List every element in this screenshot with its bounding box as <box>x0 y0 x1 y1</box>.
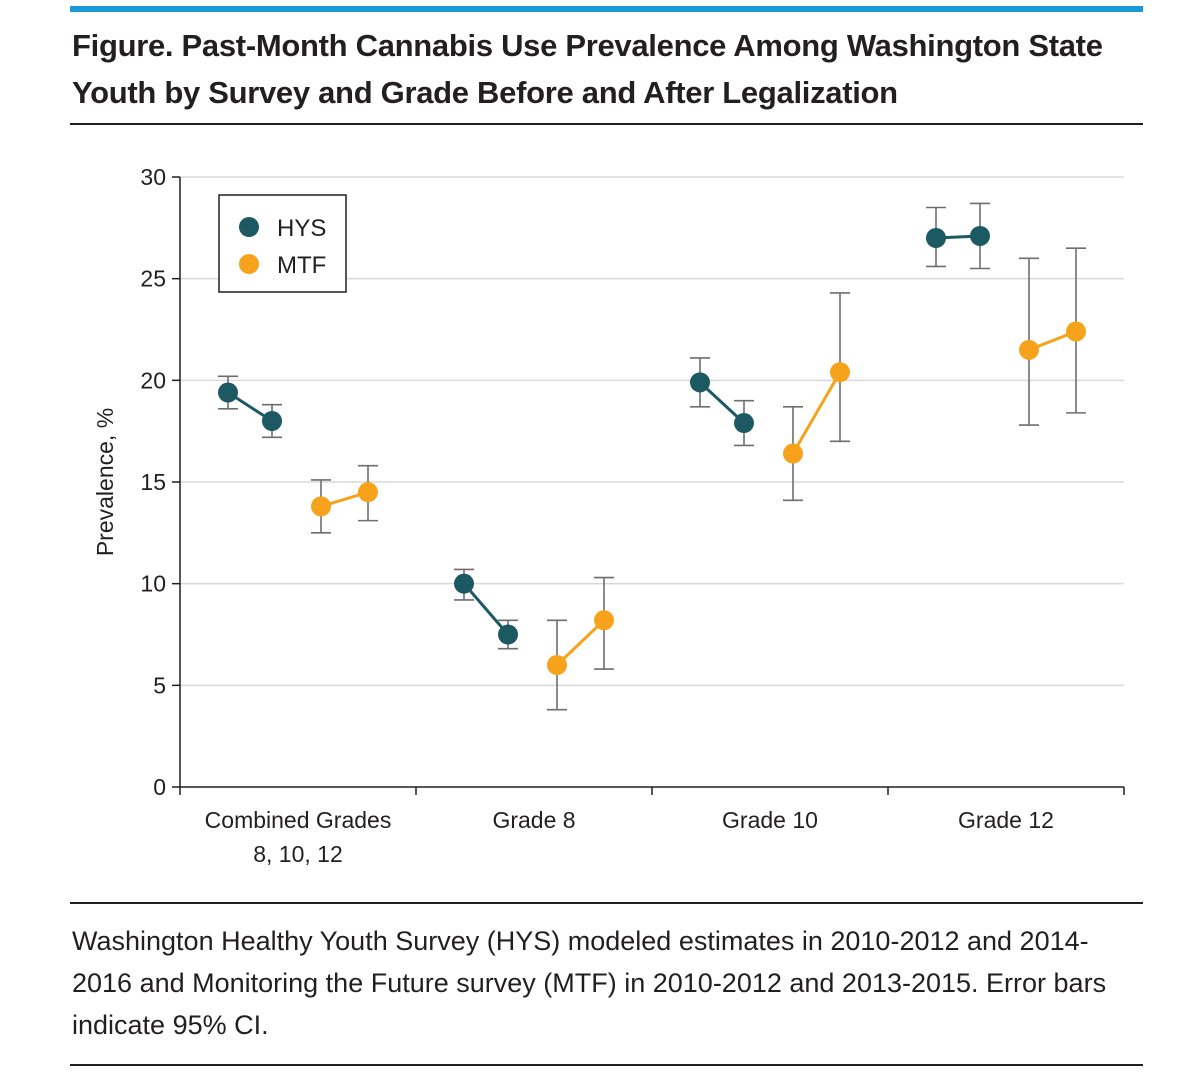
legend: HYS MTF <box>218 194 347 293</box>
y-tick-label: 20 <box>140 367 166 393</box>
x-category-label: 8, 10, 12 <box>253 841 343 867</box>
title-divider <box>70 123 1143 125</box>
data-point-hys <box>498 624 518 645</box>
series-line-mtf <box>555 619 606 667</box>
legend-label-mtf: MTF <box>277 252 326 279</box>
data-point-mtf <box>594 610 614 631</box>
data-point-hys <box>262 411 282 431</box>
y-tick-label: 15 <box>140 469 166 495</box>
figure-title: Figure. Past-Month Cannabis Use Prevalen… <box>72 28 1103 110</box>
caption-divider <box>70 902 1143 904</box>
top-accent-rule <box>70 6 1143 12</box>
data-point-mtf <box>1066 321 1086 342</box>
data-point-mtf <box>547 655 567 675</box>
y-tick-label: 25 <box>140 266 166 292</box>
x-category-label: Grade 12 <box>958 807 1054 833</box>
data-point-mtf <box>1019 339 1039 360</box>
x-category-label: Grade 10 <box>722 807 818 833</box>
bottom-rule <box>70 1064 1143 1066</box>
figure-caption: Washington Healthy Youth Survey (HYS) mo… <box>72 926 1107 1040</box>
data-point-hys <box>734 413 754 434</box>
legend-box <box>218 194 347 293</box>
data-point-mtf <box>358 482 378 503</box>
data-point-hys <box>926 228 946 248</box>
data-point-mtf <box>311 496 331 517</box>
data-point-hys <box>454 573 474 594</box>
y-tick-label: 5 <box>153 672 166 698</box>
prevalence-chart: 0 5 10 15 20 25 30 Prevalence, % Combined Grades… <box>92 164 1125 867</box>
data-point-hys <box>970 225 990 246</box>
x-category-label: Combined Grades <box>205 807 392 833</box>
series-line-hys <box>462 582 510 636</box>
data-point-mtf <box>830 362 850 383</box>
legend-marker-mtf <box>239 254 259 274</box>
y-tick-label: 30 <box>140 164 166 190</box>
data-marks <box>218 202 1086 711</box>
data-point-mtf <box>783 443 803 464</box>
y-tick-label: 10 <box>140 571 166 597</box>
y-tick-label: 0 <box>153 774 166 800</box>
x-category-label: Grade 8 <box>492 807 575 833</box>
legend-marker-hys <box>239 217 259 237</box>
axes: 0 5 10 15 20 25 30 Prevalence, % Combined Grades… <box>92 164 1125 867</box>
series-line-mtf <box>791 371 842 455</box>
data-point-hys <box>218 382 238 403</box>
legend-label-hys: HYS <box>277 215 326 242</box>
y-axis-label: Prevalence, % <box>92 408 118 556</box>
data-point-hys <box>690 372 710 393</box>
